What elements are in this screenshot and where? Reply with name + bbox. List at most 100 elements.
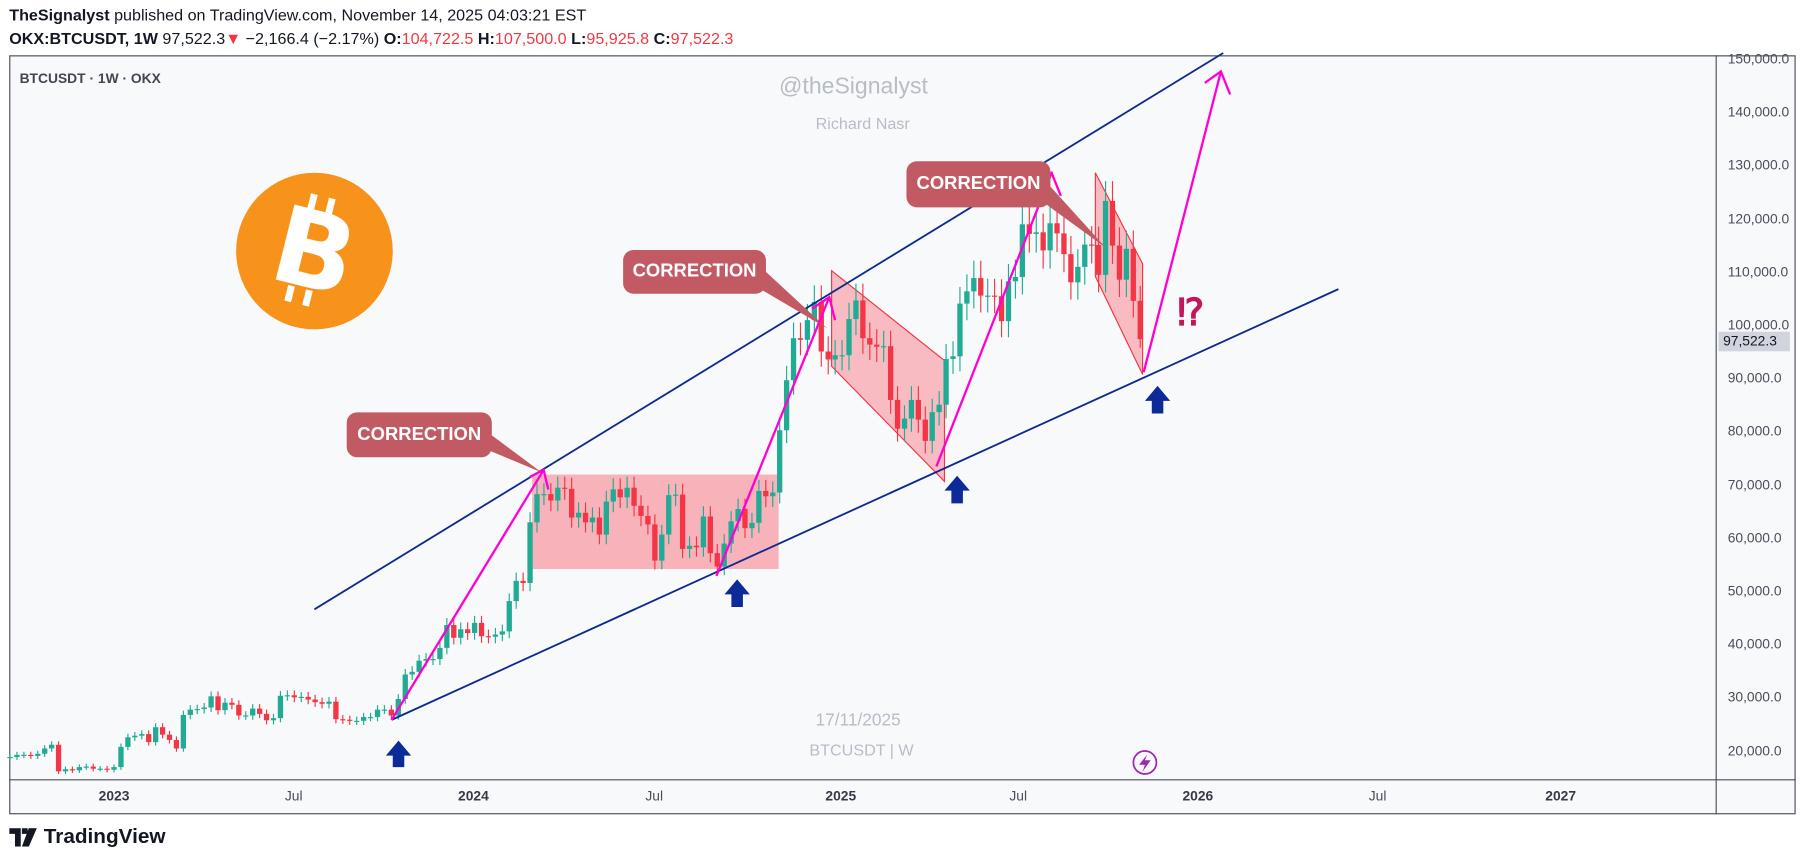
candle-body [388, 709, 395, 716]
candle-body [867, 338, 873, 345]
candle [881, 330, 887, 363]
candle-body [430, 659, 436, 661]
lightning-icon[interactable] [1132, 750, 1158, 775]
candle-body [132, 735, 138, 738]
candle-body [652, 524, 658, 561]
author[interactable]: TheSignalyst [9, 5, 110, 25]
candle-body [818, 302, 824, 352]
tradingview-logo[interactable]: TradingView [9, 825, 166, 849]
candle-body [1054, 223, 1060, 234]
candle [229, 698, 235, 710]
time-tick: 2026 [1182, 787, 1214, 804]
candle-body [971, 278, 977, 292]
candle-body [1116, 245, 1123, 280]
candle [666, 484, 672, 545]
candle [1047, 204, 1053, 269]
candle [90, 763, 96, 772]
candle-body [555, 487, 561, 501]
candle [319, 697, 325, 709]
candle-body [985, 295, 991, 297]
candle-body [1089, 244, 1095, 246]
candle-body [991, 295, 998, 297]
candle [485, 629, 492, 644]
watermark-name: Richard Nasr [815, 114, 910, 133]
candle [603, 490, 609, 545]
candle [894, 386, 901, 442]
candle-body [152, 727, 159, 743]
impulse-path-3 [935, 172, 1053, 467]
candle-body [104, 768, 110, 770]
watermark-date: 17/11/2025 [815, 710, 901, 731]
candle [270, 713, 277, 725]
candle-body [998, 296, 1005, 322]
channel-upper-line[interactable] [313, 52, 1224, 611]
candle-body [596, 517, 603, 535]
candle [950, 341, 956, 374]
candle [118, 743, 124, 770]
candle-body [534, 494, 540, 523]
candle [610, 478, 616, 513]
candle-body [943, 358, 949, 405]
candle-body [48, 744, 55, 749]
channel-lower-line[interactable] [391, 288, 1339, 721]
candle-body [548, 494, 554, 501]
price-tick: 110,000.0 [1727, 263, 1789, 280]
candle-body [319, 702, 325, 704]
candle [409, 666, 415, 681]
candle-body [957, 303, 963, 357]
candle-body [21, 754, 27, 757]
correction-callout-1[interactable]: CORRECTION [346, 412, 492, 458]
projection-paths[interactable] [390, 69, 1232, 721]
candle [596, 507, 603, 545]
candle-body [707, 516, 713, 554]
candle-body [28, 754, 34, 757]
arrow-head-1 [529, 468, 550, 490]
candle-body [624, 487, 630, 498]
candle-body [790, 338, 797, 381]
publish-text: published on TradingView.com, November 1… [114, 5, 587, 25]
candle [867, 322, 873, 360]
candle-body [929, 412, 935, 441]
candle-body [458, 629, 464, 638]
candle [839, 340, 845, 371]
price-tick: 120,000.0 [1727, 210, 1790, 227]
candle-body [1095, 245, 1102, 275]
candle [846, 302, 852, 371]
candle [97, 766, 103, 772]
candle [360, 712, 367, 725]
candle [929, 398, 935, 454]
candle-body [111, 767, 117, 770]
low-value: 95,925.8 [586, 28, 650, 48]
arrow-up-icon [1144, 385, 1171, 414]
correction-callout-2[interactable]: CORRECTION [623, 249, 766, 294]
candle [749, 512, 755, 539]
candle [42, 745, 48, 757]
candle-body [860, 300, 866, 339]
candle-body [215, 696, 221, 711]
candle [187, 705, 193, 720]
candle [194, 704, 200, 715]
candle-body [797, 338, 804, 340]
candle-body [42, 748, 48, 754]
candle-body [492, 634, 499, 637]
chart-legend[interactable]: BTCUSDT · 1W · OKX [19, 70, 161, 87]
candle [673, 483, 679, 507]
candle [298, 692, 304, 703]
question-exclamation-mark[interactable]: ⁉ [1177, 291, 1205, 333]
candle [236, 700, 242, 720]
candle-body [263, 713, 270, 721]
time-tick: 2027 [1545, 787, 1577, 804]
price-tick: 30,000.0 [1727, 689, 1782, 706]
candle [83, 763, 89, 770]
candle [1109, 181, 1116, 264]
candle [111, 764, 117, 773]
low-label: L: [571, 28, 587, 48]
correction-callout-3[interactable]: CORRECTION [906, 161, 1051, 208]
candle-body [714, 553, 720, 567]
candle [201, 702, 207, 714]
price-tick: 70,000.0 [1727, 476, 1782, 493]
candle [347, 715, 353, 725]
candle [1130, 230, 1136, 318]
candle [388, 705, 395, 720]
